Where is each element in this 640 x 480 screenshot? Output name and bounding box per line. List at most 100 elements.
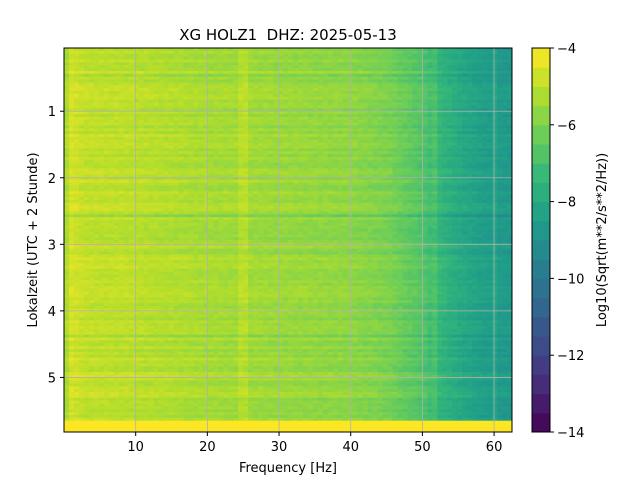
heatmap-cell [377, 134, 383, 138]
heatmap-cell [198, 177, 204, 181]
heatmap-cell [457, 168, 463, 172]
heatmap-cell [213, 199, 219, 204]
heatmap-cell [173, 111, 179, 115]
heatmap-cell [342, 76, 349, 80]
heatmap-cell [203, 162, 209, 166]
heatmap-cell [68, 142, 75, 146]
heatmap-cell [412, 151, 418, 155]
heatmap-cell [228, 48, 234, 52]
heatmap-cell [342, 199, 349, 204]
heatmap-cell [213, 148, 219, 152]
heatmap-cell [292, 105, 299, 109]
heatmap-cell [163, 59, 169, 63]
heatmap-cell [273, 88, 279, 92]
heatmap-cell [312, 154, 319, 158]
heatmap-cell [83, 131, 90, 135]
heatmap-cell [173, 82, 179, 86]
heatmap-cell [188, 79, 194, 83]
heatmap-cell [73, 134, 80, 138]
heatmap-cell [477, 185, 483, 189]
heatmap-cell [437, 108, 443, 112]
heatmap-cell [392, 171, 398, 175]
heatmap-cell [322, 91, 329, 95]
heatmap-cell [327, 102, 334, 106]
heatmap-cell [283, 188, 289, 192]
heatmap-cell [283, 162, 289, 166]
heatmap-cell [263, 59, 269, 63]
heatmap-cell [93, 179, 100, 184]
heatmap-cell [502, 165, 508, 169]
heatmap-cell [143, 113, 150, 118]
heatmap-cell [337, 188, 344, 192]
heatmap-cell [183, 134, 189, 138]
heatmap-cell [377, 113, 383, 118]
heatmap-cell [317, 151, 324, 155]
heatmap-cell [382, 182, 388, 187]
heatmap-cell [312, 128, 319, 132]
heatmap-cell [98, 102, 105, 106]
heatmap-cell [477, 182, 483, 187]
heatmap-cell [253, 70, 259, 75]
heatmap-cell [362, 65, 369, 69]
heatmap-cell [288, 113, 294, 118]
heatmap-cell [442, 119, 448, 123]
heatmap-cell [407, 177, 413, 181]
heatmap-cell [78, 134, 85, 138]
heatmap-cell [108, 142, 115, 146]
heatmap-cell [178, 119, 184, 123]
heatmap-cell [352, 102, 359, 106]
heatmap-cell [288, 139, 294, 144]
heatmap-cell [93, 122, 100, 126]
heatmap-cell [248, 73, 254, 78]
heatmap-cell [288, 148, 294, 152]
heatmap-cell [487, 93, 493, 98]
heatmap-cell [98, 111, 105, 115]
heatmap-cell [243, 131, 249, 135]
heatmap-cell [163, 165, 169, 169]
heatmap-cell [233, 168, 239, 172]
heatmap-cell [462, 65, 468, 69]
heatmap-cell [322, 136, 329, 141]
heatmap-cell [407, 79, 413, 83]
heatmap-cell [178, 56, 184, 60]
heatmap-cell [238, 99, 244, 103]
heatmap-cell [118, 76, 125, 80]
heatmap-cell [487, 79, 493, 83]
heatmap-cell [103, 168, 110, 172]
heatmap-cell [352, 197, 359, 201]
heatmap-cell [243, 191, 249, 195]
heatmap-cell [422, 96, 428, 101]
heatmap-cell [198, 73, 204, 78]
heatmap-cell [447, 76, 453, 80]
heatmap-cell [327, 156, 334, 161]
heatmap-cell [412, 111, 418, 115]
heatmap-cell [118, 194, 125, 198]
heatmap-cell [268, 50, 274, 55]
heatmap-cell [168, 108, 174, 112]
heatmap-cell [263, 174, 269, 178]
heatmap-cell [203, 134, 209, 138]
heatmap-cell [178, 174, 184, 178]
heatmap-cell [312, 93, 319, 98]
heatmap-cell [467, 145, 473, 149]
heatmap-cell [307, 93, 314, 98]
heatmap-cell [437, 134, 443, 138]
heatmap-cell [467, 53, 473, 57]
heatmap-cell [292, 128, 299, 132]
heatmap-cell [457, 91, 463, 95]
heatmap-cell [223, 88, 229, 92]
heatmap-cell [312, 108, 319, 112]
heatmap-cell [78, 59, 85, 63]
heatmap-cell [268, 185, 274, 189]
heatmap-cell [422, 177, 428, 181]
heatmap-cell [457, 142, 463, 146]
heatmap-cell [123, 53, 130, 57]
heatmap-cell [422, 148, 428, 152]
heatmap-cell [213, 99, 219, 103]
heatmap-cell [173, 179, 179, 184]
heatmap-cell [367, 85, 374, 89]
heatmap-cell [472, 76, 478, 80]
heatmap-cell [88, 177, 95, 181]
heatmap-cell [173, 79, 179, 83]
heatmap-cell [442, 182, 448, 187]
